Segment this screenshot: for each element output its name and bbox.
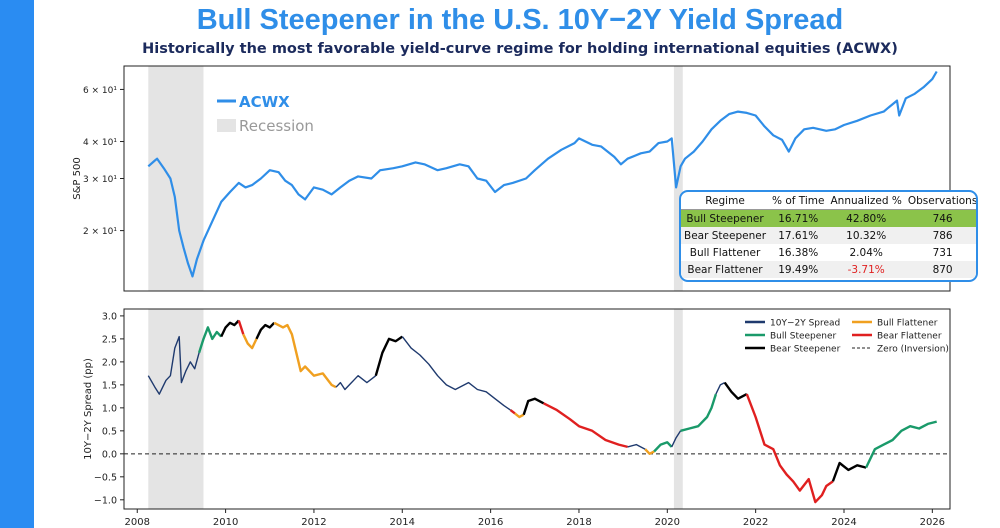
spread-segment — [197, 326, 223, 354]
table-cell: Bull Steepener — [681, 209, 770, 227]
spread-segment — [273, 321, 337, 389]
spread-segment — [543, 402, 628, 449]
spread-segment — [653, 441, 673, 453]
table-row: Bear Steepener 17.61% 10.32% 786 — [681, 227, 976, 244]
x-tick-label: 2020 — [655, 517, 680, 528]
spread-segment — [509, 409, 516, 415]
table-cell: Bear Flattener — [681, 261, 770, 278]
x-tick-label: 2012 — [301, 517, 326, 528]
spread-segment — [715, 381, 726, 395]
table-cell: -3.71% — [827, 261, 905, 278]
accent-sidebar — [0, 0, 34, 528]
table-cell: 19.49% — [769, 261, 828, 278]
spread-segment — [745, 393, 834, 504]
spread-segment — [671, 430, 682, 448]
legend-label: Bear Flattener — [877, 332, 942, 342]
x-tick-label: 2014 — [390, 517, 415, 528]
legend-label: 10Y−2Y Spread — [770, 319, 840, 329]
y-tick-label: 2.5 — [102, 334, 117, 345]
spread-segment — [147, 335, 200, 395]
spread-segment — [723, 381, 748, 400]
y-axis-label: S&P 500 — [72, 157, 83, 199]
table-cell: 746 — [904, 209, 976, 227]
spread-segment — [335, 375, 377, 391]
spread-segment — [255, 321, 276, 340]
page-title: Bull Steepener in the U.S. 10Y−2Y Yield … — [196, 4, 844, 36]
x-tick-label: 2016 — [478, 517, 503, 528]
y-tick-label: 6 × 10¹ — [83, 86, 117, 96]
x-tick-label: 2024 — [831, 517, 856, 528]
x-tick-label: 2008 — [125, 517, 150, 528]
table-cell: 731 — [932, 246, 953, 259]
table-header: Observations — [904, 192, 976, 210]
y-tick-label: −1.0 — [94, 495, 117, 506]
y-tick-label: 3.0 — [102, 311, 117, 322]
recession-band — [673, 309, 683, 509]
y-tick-label: 2.0 — [102, 357, 117, 368]
table-cell: 10.32% — [827, 227, 905, 244]
legend-acwx-label: ACWX — [239, 93, 290, 111]
table-header: Annualized % — [827, 192, 905, 210]
spread-segment — [831, 461, 867, 482]
recession-band — [148, 66, 204, 291]
legend-label: Bull Steepener — [770, 332, 837, 342]
table-cell: Bull Flattener — [689, 246, 761, 259]
y-tick-label: 2 × 10¹ — [83, 227, 117, 237]
table-cell: 16.71% — [769, 209, 828, 227]
x-tick-label: 2010 — [213, 517, 238, 528]
legend-recession-swatch — [217, 119, 236, 132]
spread-segment — [680, 393, 718, 432]
page-subtitle: Historically the most favorable yield-cu… — [142, 41, 898, 57]
table-row: Bull Flattener 16.38% 2.04% 731 — [681, 244, 976, 261]
legend-label: Bear Steepener — [770, 345, 841, 355]
spread-segment — [522, 397, 545, 416]
spread-segment — [865, 420, 938, 469]
y-tick-label: 0.5 — [102, 426, 117, 437]
legend-label: Zero (Inversion) — [877, 345, 949, 355]
table-header-row: Regime % of Time Annualized % Observatio… — [681, 192, 976, 210]
x-tick-label: 2026 — [920, 517, 945, 528]
recession-band — [148, 309, 204, 509]
table-cell: Bear Steepener — [681, 227, 770, 244]
table-cell: 17.61% — [769, 227, 828, 244]
y-tick-label: 1.0 — [102, 403, 117, 414]
spread-segment — [237, 320, 245, 335]
x-tick-label: 2018 — [566, 517, 591, 528]
table-row: Bull Steepener 16.71% 42.80% 746 — [681, 209, 976, 227]
legend-label: Bull Flattener — [877, 319, 938, 329]
legend-recession-label: Recession — [239, 117, 314, 135]
regime-stats-table: Regime % of Time Annualized % Observatio… — [679, 190, 978, 282]
x-tick-label: 2022 — [743, 517, 768, 528]
table-cell: 16.38% — [778, 246, 819, 259]
y-tick-label: 0.0 — [102, 449, 117, 460]
spread-segment — [242, 333, 258, 350]
table-cell: 786 — [904, 227, 976, 244]
table-cell: 2.04% — [849, 246, 883, 259]
spread-segment — [401, 336, 511, 411]
spread-segment — [644, 448, 655, 455]
spread-segment — [220, 319, 240, 338]
y-tick-label: 3 × 10¹ — [83, 175, 117, 185]
y-tick-label: 1.5 — [102, 380, 117, 391]
table-header: % of Time — [769, 192, 828, 210]
acwx-line — [147, 70, 938, 278]
y-axis-label: 10Y−2Y Spread (pp) — [83, 358, 94, 460]
spread-segment — [514, 412, 525, 419]
plot-frame — [123, 308, 951, 510]
spread-segment — [374, 335, 403, 377]
table-row: Bear Flattener 19.49% -3.71% 870 — [681, 261, 976, 278]
table-cell: 870 — [904, 261, 976, 278]
y-tick-label: −0.5 — [94, 472, 117, 483]
spread-segment — [627, 443, 646, 450]
table-header: Regime — [681, 192, 770, 210]
table-cell: 42.80% — [827, 209, 905, 227]
y-tick-label: 4 × 10¹ — [83, 138, 117, 148]
